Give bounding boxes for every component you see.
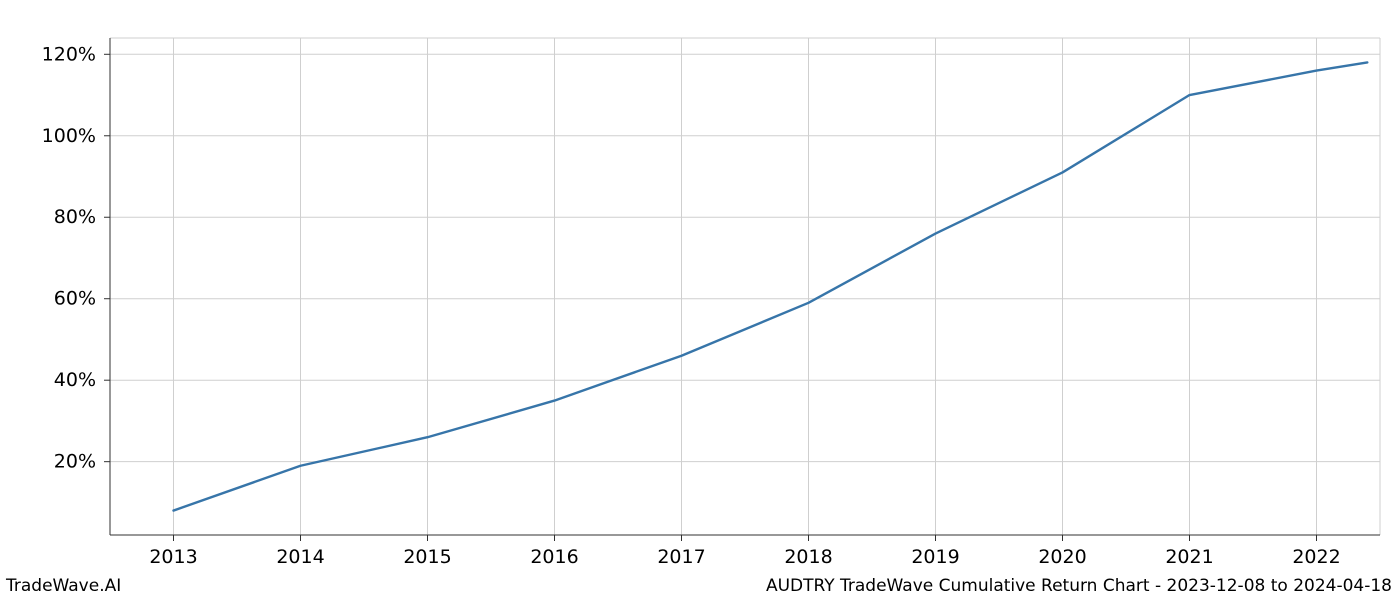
y-tick-label: 100% (42, 125, 96, 147)
x-tick-label: 2014 (276, 546, 324, 568)
x-tick-label: 2015 (403, 546, 451, 568)
x-tick-label: 2021 (1165, 546, 1213, 568)
y-tick-label: 60% (54, 288, 96, 310)
x-tick-label: 2019 (911, 546, 959, 568)
x-tick-label: 2018 (784, 546, 832, 568)
y-tick-label: 20% (54, 451, 96, 473)
y-tick-label: 120% (42, 43, 96, 65)
x-tick-label: 2022 (1292, 546, 1340, 568)
line-chart: 2013 2014 2015 2016 2017 2018 2019 2020 2021 2022… (0, 0, 1400, 600)
footer-right-text: AUDTRY TradeWave Cumulative Return Chart… (766, 576, 1392, 596)
x-tick-label: 2013 (149, 546, 197, 568)
x-tick-label: 2017 (657, 546, 705, 568)
y-tick-label: 80% (54, 206, 96, 228)
x-tick-label: 2020 (1038, 546, 1086, 568)
x-tick-label: 2016 (530, 546, 578, 568)
y-tick-label: 40% (54, 369, 96, 391)
footer-left-text: TradeWave.AI (6, 576, 121, 596)
chart-container: 2013 2014 2015 2016 2017 2018 2019 2020 2021 2022… (0, 0, 1400, 600)
